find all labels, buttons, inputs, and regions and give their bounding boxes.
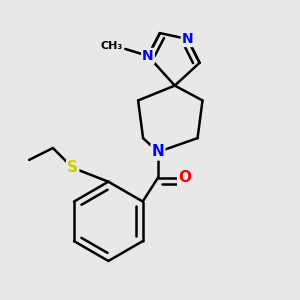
Text: N: N — [182, 32, 194, 46]
Text: N: N — [142, 49, 154, 63]
Text: N: N — [152, 145, 164, 160]
Text: S: S — [67, 160, 78, 175]
Text: CH₃: CH₃ — [100, 41, 122, 51]
Text: O: O — [178, 170, 191, 185]
